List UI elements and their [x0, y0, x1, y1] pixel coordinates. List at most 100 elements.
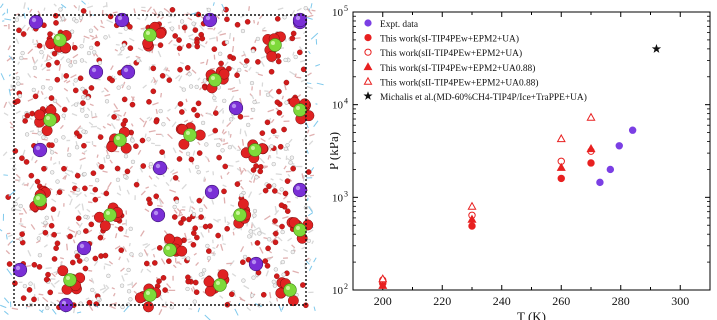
oxygen-atom: [223, 6, 229, 13]
hydrogen-atom: [206, 7, 211, 12]
hydrogen-atom: [198, 207, 204, 213]
water-bond: [213, 252, 217, 257]
water-bond: [218, 107, 224, 113]
oxygen-atom: [50, 206, 57, 212]
hydrogen-atom: [239, 193, 244, 198]
water-bond: [144, 133, 147, 138]
hydrogen-atom: [249, 80, 255, 86]
oxygen-atom: [47, 31, 53, 37]
water-bond: [33, 59, 39, 65]
water-bond: [96, 154, 99, 158]
water-bond: [192, 150, 196, 156]
water-bond: [282, 216, 289, 219]
water-bond: [136, 17, 141, 20]
hydrogen-bond-line: [123, 305, 130, 313]
water-bond: [139, 117, 145, 123]
water-bond: [202, 176, 206, 182]
water-bond: [10, 126, 14, 129]
water-bond: [116, 192, 122, 196]
water-bond: [106, 123, 112, 127]
ion-sphere: [150, 207, 166, 223]
hydrogen-atom: [271, 162, 276, 167]
oxygen-atom: [147, 200, 153, 207]
water-bond: [142, 120, 148, 128]
water-bond: [95, 34, 98, 39]
guest-molecule-sphere: [293, 223, 307, 237]
water-bond: [229, 133, 232, 138]
water-bond: [75, 221, 80, 227]
hydrogen-atom: [66, 58, 71, 63]
oxygen-atom: [279, 223, 285, 230]
water-bond: [219, 295, 224, 299]
oxygen-atom: [212, 127, 219, 134]
oxygen-atom: [193, 289, 200, 295]
water-bond: [183, 107, 188, 112]
water-bond: [70, 190, 75, 194]
water-bond: [240, 169, 244, 175]
oxygen-atom: [273, 273, 280, 279]
water-bond: [15, 173, 21, 179]
oxygen-atom: [103, 190, 110, 197]
oxygen-sphere: [287, 295, 299, 307]
oxygen-atom: [61, 106, 68, 113]
water-bond: [137, 47, 144, 52]
water-bond: [114, 48, 119, 52]
hydrogen-atom: [138, 252, 143, 257]
water-bond: [296, 7, 302, 12]
water-bond: [263, 237, 268, 240]
water-bond: [200, 113, 204, 117]
water-bond: [231, 115, 236, 120]
water-bond: [191, 200, 195, 204]
oxygen-atom: [72, 87, 79, 94]
highlight-spot: [211, 76, 215, 80]
oxygen-atom: [120, 121, 127, 128]
hydrogen-bond-line: [3, 297, 10, 304]
water-bond: [71, 113, 78, 117]
water-bond: [263, 166, 268, 169]
oxygen-atom: [194, 112, 201, 119]
water-bond: [95, 163, 101, 170]
water-bond: [284, 84, 287, 91]
water-bond: [250, 232, 254, 239]
hydrogen-bond-line: [306, 17, 313, 20]
highlight-spot: [123, 67, 129, 73]
water-bond: [29, 183, 35, 190]
hydrogen-atom: [123, 174, 128, 179]
water-bond: [50, 301, 57, 306]
oxygen-atom: [88, 221, 95, 228]
water-bond: [230, 204, 235, 207]
oxygen-atom: [283, 79, 290, 86]
water-bond: [26, 26, 30, 31]
hydrogen-bond-line: [212, 2, 215, 6]
guest-molecule-sphere: [163, 243, 177, 257]
water-bond: [67, 147, 70, 152]
water-bond: [232, 231, 235, 236]
oxygen-atom: [51, 50, 58, 57]
highlight-spot: [155, 163, 161, 169]
water-bond: [226, 222, 231, 226]
hydrogen-bond-line: [38, 309, 44, 313]
hydrogen-atom: [265, 92, 271, 97]
oxygen-atom: [129, 101, 136, 108]
oxygen-atom: [160, 275, 167, 281]
hydrogen-bond-line: [307, 212, 313, 217]
guest-molecule-sphere: [63, 273, 77, 287]
water-bond: [307, 14, 314, 18]
hydrogen-atom: [13, 201, 18, 207]
water-bond: [159, 296, 164, 301]
water-bond: [203, 216, 206, 221]
oxygen-atom: [190, 241, 197, 248]
hydrogen-atom: [284, 100, 289, 105]
hydrogen-atom: [285, 143, 290, 148]
hydrogen-atom: [41, 135, 46, 140]
oxygen-atom: [177, 66, 183, 73]
oxygen-atom: [82, 265, 89, 272]
x-axis-label: T (K): [517, 309, 546, 320]
oxygen-atom: [300, 66, 307, 73]
highlight-spot: [31, 17, 37, 23]
hydrogen-atom: [58, 7, 63, 12]
highlight-spot: [56, 36, 60, 40]
hydrogen-atom: [240, 28, 246, 34]
water-bond: [93, 25, 99, 31]
